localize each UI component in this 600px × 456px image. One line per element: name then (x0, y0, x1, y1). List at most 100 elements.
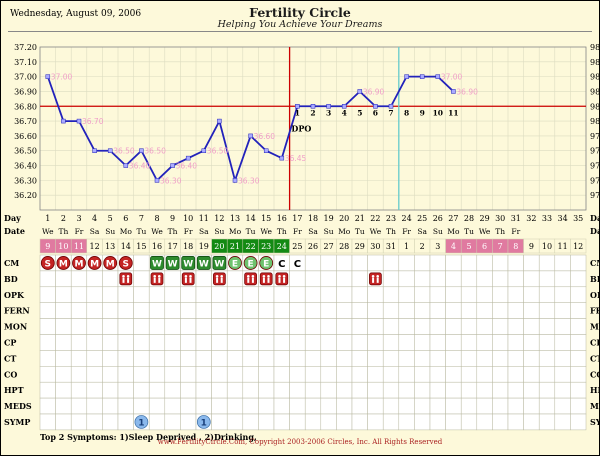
grid-cell (382, 334, 400, 351)
grid-cell (133, 334, 150, 351)
row-label-right-bd: BD (590, 274, 600, 284)
grid-cell (86, 350, 103, 367)
cm-stamp: S (123, 259, 129, 269)
grid-cell (367, 350, 384, 367)
temp-point (435, 74, 441, 79)
bd-stamp-figure (376, 277, 379, 283)
grid-cell (429, 350, 446, 367)
grid-cell (429, 397, 446, 415)
bd-stamp-figure (220, 275, 223, 278)
grid-cell (507, 286, 524, 303)
grid-cell (102, 350, 119, 367)
grid-cell (273, 397, 290, 415)
grid-cell (164, 334, 181, 351)
grid-cell (133, 270, 150, 288)
grid-cell (523, 381, 540, 399)
grid-cell (570, 397, 587, 415)
grid-cell (226, 397, 244, 415)
grid-cell (538, 413, 556, 431)
weekday-label: Th (386, 227, 396, 236)
grid-cell (195, 397, 212, 415)
y-tick-label-f: 97.70 (590, 147, 600, 156)
temp-point (451, 89, 456, 94)
grid-cell (70, 350, 88, 367)
dpo-number: 2 (310, 108, 315, 117)
grid-cell (39, 366, 56, 383)
grid-cell (70, 302, 88, 319)
bd-stamp (150, 272, 164, 286)
grid-cell (289, 381, 306, 399)
date-number: 12 (90, 242, 100, 251)
temp-value-label: 36.45 (285, 154, 307, 163)
temp-point (201, 148, 207, 153)
grid-cell (414, 302, 431, 319)
weekday-label: Sa (199, 227, 209, 236)
date-cell (570, 238, 587, 254)
grid-cell (336, 286, 353, 303)
grid-cell (398, 286, 415, 303)
grid-cell (226, 381, 244, 399)
date-number: 5 (466, 242, 471, 251)
dpo-number: 5 (357, 108, 362, 117)
grid-cell (70, 334, 88, 351)
grid-cell (351, 254, 368, 272)
cm-stamp-bg (40, 256, 55, 270)
temp-point (92, 148, 97, 153)
grid-cell (476, 397, 493, 415)
date-row-label-right: Date (590, 226, 600, 236)
cm-stamp-bg (259, 256, 274, 270)
grid-cell (258, 381, 275, 399)
grid-cell (445, 381, 462, 399)
day-number: 6 (123, 214, 128, 223)
temp-value-label: 36.90 (456, 87, 478, 96)
grid-cell (336, 381, 353, 399)
bd-stamp-figure (122, 277, 125, 283)
day-number: 33 (542, 214, 552, 223)
grid-cell (164, 397, 181, 415)
grid-cell (523, 302, 540, 319)
weekday-label: Fr (511, 227, 520, 236)
grid-cell (538, 334, 556, 351)
grid-cell (70, 413, 88, 431)
grid-cell (460, 413, 478, 431)
grid-cell (492, 381, 509, 399)
grid-cell (242, 366, 259, 383)
grid-cell (476, 270, 493, 288)
date-number: 14 (121, 242, 131, 251)
date-number: 3 (435, 242, 440, 251)
date-number: 18 (183, 242, 193, 251)
grid-cell (320, 350, 337, 367)
bd-stamp (275, 272, 289, 286)
weekday-label: Th (277, 227, 287, 236)
day-row-label-right: Day (590, 213, 600, 223)
grid-cell (242, 318, 259, 335)
grid-cell (180, 334, 197, 351)
chart-title: Fertility Circle (249, 5, 351, 20)
day-number: 28 (464, 214, 474, 223)
row-label-meds: MEDS (4, 401, 32, 411)
grid-cell (55, 318, 72, 335)
date-number: 21 (230, 242, 240, 251)
temp-point (419, 74, 425, 79)
grid-cell (164, 413, 181, 431)
grid-cell (570, 381, 587, 399)
grid-cell (382, 413, 400, 431)
grid-cell (195, 334, 212, 351)
date-number: 10 (58, 242, 68, 251)
grid-cell (492, 254, 509, 272)
grid-cell (86, 381, 103, 399)
grid-cell (273, 350, 290, 367)
grid-cell (351, 366, 368, 383)
bd-stamp (181, 272, 195, 286)
grid-cell (476, 318, 493, 335)
temp-point (107, 148, 113, 153)
grid-cell (242, 334, 259, 351)
dpo-label: DPO (291, 124, 311, 134)
grid-cell (336, 254, 353, 272)
bd-stamp (244, 272, 257, 286)
grid-cell (523, 286, 540, 303)
grid-cell (351, 381, 368, 399)
grid-cell (476, 366, 493, 383)
date-number: 31 (386, 242, 396, 251)
grid-cell (507, 381, 524, 399)
